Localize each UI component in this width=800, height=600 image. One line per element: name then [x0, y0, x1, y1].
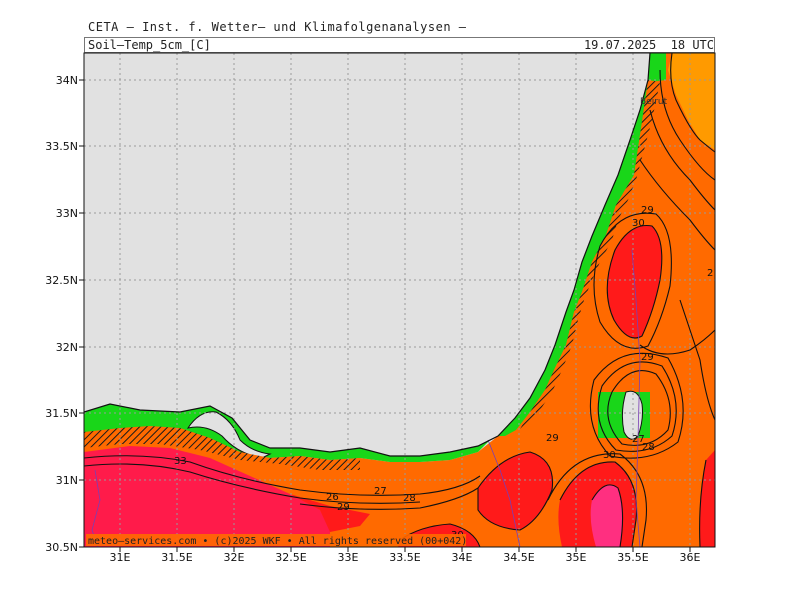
lon-label: 33.5E [389, 551, 420, 564]
lon-label: 35E [566, 551, 587, 564]
lon-label: 33E [338, 551, 359, 564]
land-area [84, 53, 715, 547]
lon-label: 35.5E [617, 551, 648, 564]
contour-label: 29 [641, 205, 654, 216]
contour-label: 29 [546, 433, 559, 444]
lat-label: 31.5N [45, 407, 78, 420]
lat-label: 34N [56, 74, 78, 87]
contour-label: 27 [374, 486, 387, 497]
contour-label: 26 [326, 492, 339, 503]
lon-label: 36E [680, 551, 701, 564]
lon-label: 32.5E [275, 551, 306, 564]
contour-label: 30 [603, 450, 616, 461]
lon-label: 31.5E [161, 551, 192, 564]
contour-label: 2 [707, 268, 713, 279]
lon-label: 31E [110, 551, 131, 564]
contour-label: 27 [632, 434, 645, 445]
map-frame [83, 52, 716, 548]
warm-zone-north [668, 53, 715, 150]
lon-label: 34.5E [503, 551, 534, 564]
lat-label: 32N [56, 341, 78, 354]
field-label: Soil–Temp_5cm_[C] [88, 38, 211, 52]
pink-zone-south [590, 484, 623, 547]
city-label-beirut: Beirut [640, 97, 668, 107]
lon-label: 34E [452, 551, 473, 564]
lat-label: 30.5N [45, 541, 78, 554]
contour-label: 28 [403, 493, 416, 504]
hatched-zone-levant [516, 80, 660, 436]
valid-time: 19.07.2025 18 UTC [583, 38, 714, 52]
lat-label: 32.5N [45, 274, 78, 287]
red-zone-negev [478, 452, 553, 530]
dead-sea [621, 390, 643, 440]
credit-backdrop [86, 534, 466, 546]
latitude-labels: 34N 33.5N 33N 32.5N 32N 31.5N 31N 30.5N [45, 74, 78, 554]
lat-label: 33N [56, 207, 78, 220]
contour-label: 29 [641, 352, 654, 363]
crimson-zone-sw [84, 446, 330, 547]
coastline [84, 53, 651, 457]
red-zone-east [699, 450, 715, 547]
lat-label: 33.5N [45, 140, 78, 153]
contour-label: 30 [632, 218, 645, 229]
map-title: CETA – Inst. f. Wetter– und Klimafolgena… [88, 20, 467, 34]
longitude-labels: 31E 31.5E 32E 32.5E 33E 33.5E 34E 34.5E … [110, 551, 701, 564]
lon-label: 32E [224, 551, 245, 564]
copyright-credit: meteo–services.com • (c)2025 WKF • All r… [88, 536, 467, 547]
red-band-sw [250, 476, 370, 532]
contour-label: 29 [337, 502, 350, 513]
contour-label: 28 [642, 442, 655, 453]
lat-label: 31N [56, 474, 78, 487]
axis-ticks [79, 79, 691, 552]
contour-label: 33 [174, 456, 187, 467]
sinai-green-strip [84, 404, 490, 462]
lake-bardawil [186, 411, 272, 459]
